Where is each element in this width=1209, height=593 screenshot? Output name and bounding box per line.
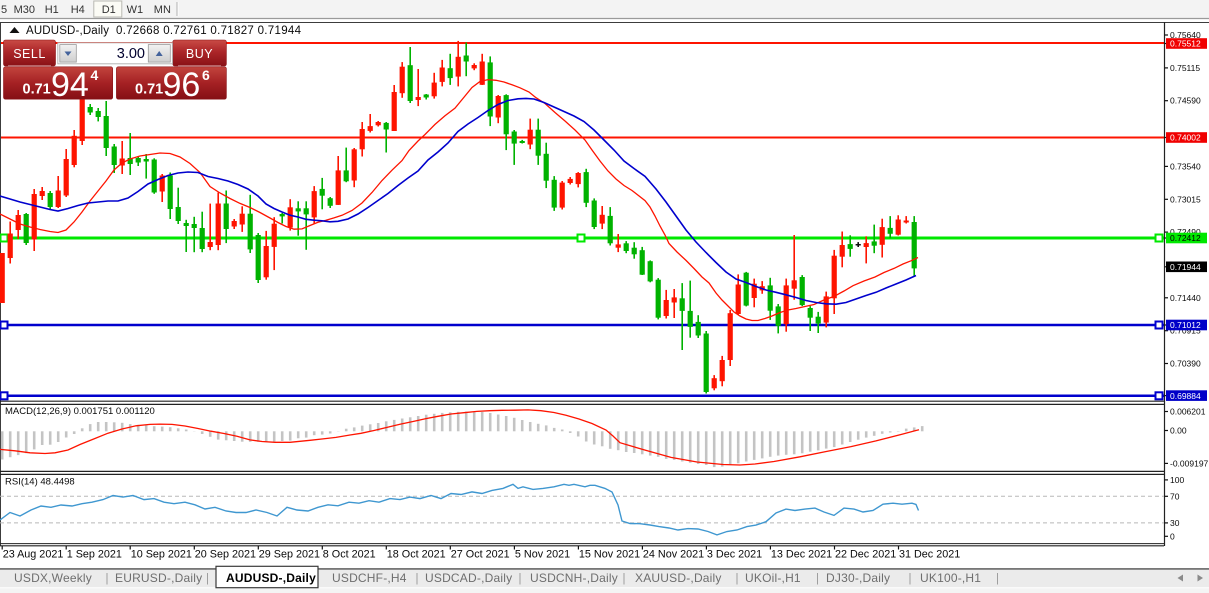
svg-text:10 Sep 2021: 10 Sep 2021 — [131, 549, 192, 561]
svg-text:6: 6 — [202, 67, 210, 83]
svg-text:1 Sep 2021: 1 Sep 2021 — [67, 549, 122, 561]
svg-text:USDCAD-,Daily: USDCAD-,Daily — [425, 571, 512, 585]
svg-text:31 Dec 2021: 31 Dec 2021 — [899, 549, 960, 561]
svg-text:|: | — [996, 573, 999, 585]
svg-text:0.72412: 0.72412 — [1170, 233, 1201, 243]
svg-text:D1: D1 — [102, 4, 116, 16]
svg-text:0.00: 0.00 — [1170, 426, 1187, 436]
svg-text:0.73015: 0.73015 — [1170, 194, 1201, 204]
svg-text:USDCNH-,Daily: USDCNH-,Daily — [530, 571, 618, 585]
svg-text:0.71012: 0.71012 — [1170, 320, 1201, 330]
svg-text:0.72490: 0.72490 — [1170, 227, 1201, 237]
svg-text:0.75512: 0.75512 — [1170, 39, 1201, 49]
svg-text:|: | — [816, 573, 819, 585]
svg-text:18 Oct 2021: 18 Oct 2021 — [387, 549, 446, 561]
svg-text:SELL: SELL — [13, 47, 46, 61]
svg-text:XAUUSD-,Daily: XAUUSD-,Daily — [635, 571, 722, 585]
svg-text:4: 4 — [91, 67, 99, 83]
svg-text:0.70915: 0.70915 — [1170, 326, 1201, 336]
svg-text:20 Sep 2021: 20 Sep 2021 — [195, 549, 256, 561]
svg-text:0.71944: 0.71944 — [1170, 262, 1201, 272]
svg-text:MN: MN — [154, 4, 171, 16]
svg-text:|: | — [416, 573, 419, 585]
svg-text:USDCHF-,H4: USDCHF-,H4 — [332, 571, 407, 585]
svg-text:0.72668 0.72761 0.71827 0.7194: 0.72668 0.72761 0.71827 0.71944 — [116, 25, 302, 37]
svg-text:UK100-,H1: UK100-,H1 — [920, 571, 981, 585]
svg-text:0.71440: 0.71440 — [1170, 293, 1201, 303]
svg-text:100: 100 — [1170, 475, 1184, 485]
svg-text:0.74002: 0.74002 — [1170, 133, 1201, 143]
svg-text:|: | — [106, 573, 109, 585]
svg-text:23 Aug 2021: 23 Aug 2021 — [3, 549, 64, 561]
svg-text:RSI(14) 48.4498: RSI(14) 48.4498 — [5, 477, 75, 488]
svg-text:EURUSD-,Daily: EURUSD-,Daily — [115, 571, 202, 585]
svg-text:W1: W1 — [127, 4, 144, 16]
svg-text:0.75640: 0.75640 — [1170, 30, 1201, 40]
svg-text:8 Oct 2021: 8 Oct 2021 — [323, 549, 376, 561]
svg-text:24 Nov 2021: 24 Nov 2021 — [643, 549, 704, 561]
svg-text:0.71: 0.71 — [23, 82, 51, 98]
svg-text:UKOil-,H1: UKOil-,H1 — [745, 571, 801, 585]
svg-text:H4: H4 — [71, 4, 85, 16]
svg-text:|: | — [623, 573, 626, 585]
svg-text:30: 30 — [1170, 518, 1180, 528]
svg-text:5 Nov 2021: 5 Nov 2021 — [515, 549, 570, 561]
svg-text:0.73540: 0.73540 — [1170, 161, 1201, 171]
svg-text:3 Dec 2021: 3 Dec 2021 — [707, 549, 762, 561]
svg-text:M30: M30 — [14, 4, 35, 16]
svg-text:96: 96 — [163, 66, 201, 104]
svg-text:0.006201: 0.006201 — [1170, 407, 1206, 417]
svg-text:AUDUSD-,Daily: AUDUSD-,Daily — [26, 25, 109, 37]
svg-text:-0.009197: -0.009197 — [1170, 458, 1209, 468]
svg-text:0.71: 0.71 — [135, 82, 163, 98]
svg-text:|: | — [736, 573, 739, 585]
svg-text:MACD(12,26,9) 0.001751 0.00112: MACD(12,26,9) 0.001751 0.001120 — [5, 406, 155, 417]
svg-text:DJ30-,Daily: DJ30-,Daily — [826, 571, 890, 585]
svg-text:5: 5 — [1, 4, 7, 16]
svg-text:0.74590: 0.74590 — [1170, 96, 1201, 106]
svg-text:|: | — [909, 573, 912, 585]
svg-text:0.69884: 0.69884 — [1170, 391, 1201, 401]
svg-text:27 Oct 2021: 27 Oct 2021 — [451, 549, 510, 561]
svg-text:29 Sep 2021: 29 Sep 2021 — [259, 549, 320, 561]
svg-text:22 Dec 2021: 22 Dec 2021 — [835, 549, 896, 561]
svg-text:13 Dec 2021: 13 Dec 2021 — [771, 549, 832, 561]
svg-text:0.75115: 0.75115 — [1170, 63, 1200, 73]
svg-text:H1: H1 — [45, 4, 59, 16]
svg-text:0: 0 — [1170, 531, 1175, 541]
svg-text:|: | — [519, 573, 522, 585]
svg-text:94: 94 — [51, 66, 89, 104]
svg-text:15 Nov 2021: 15 Nov 2021 — [579, 549, 640, 561]
svg-text:USDX,Weekly: USDX,Weekly — [14, 571, 92, 585]
svg-text:0.70390: 0.70390 — [1170, 359, 1201, 369]
svg-text:70: 70 — [1170, 491, 1180, 501]
svg-text:3.00: 3.00 — [117, 46, 145, 62]
svg-text:BUY: BUY — [186, 47, 213, 61]
svg-text:AUDUSD-,Daily: AUDUSD-,Daily — [226, 571, 316, 585]
svg-text:|: | — [206, 573, 209, 585]
